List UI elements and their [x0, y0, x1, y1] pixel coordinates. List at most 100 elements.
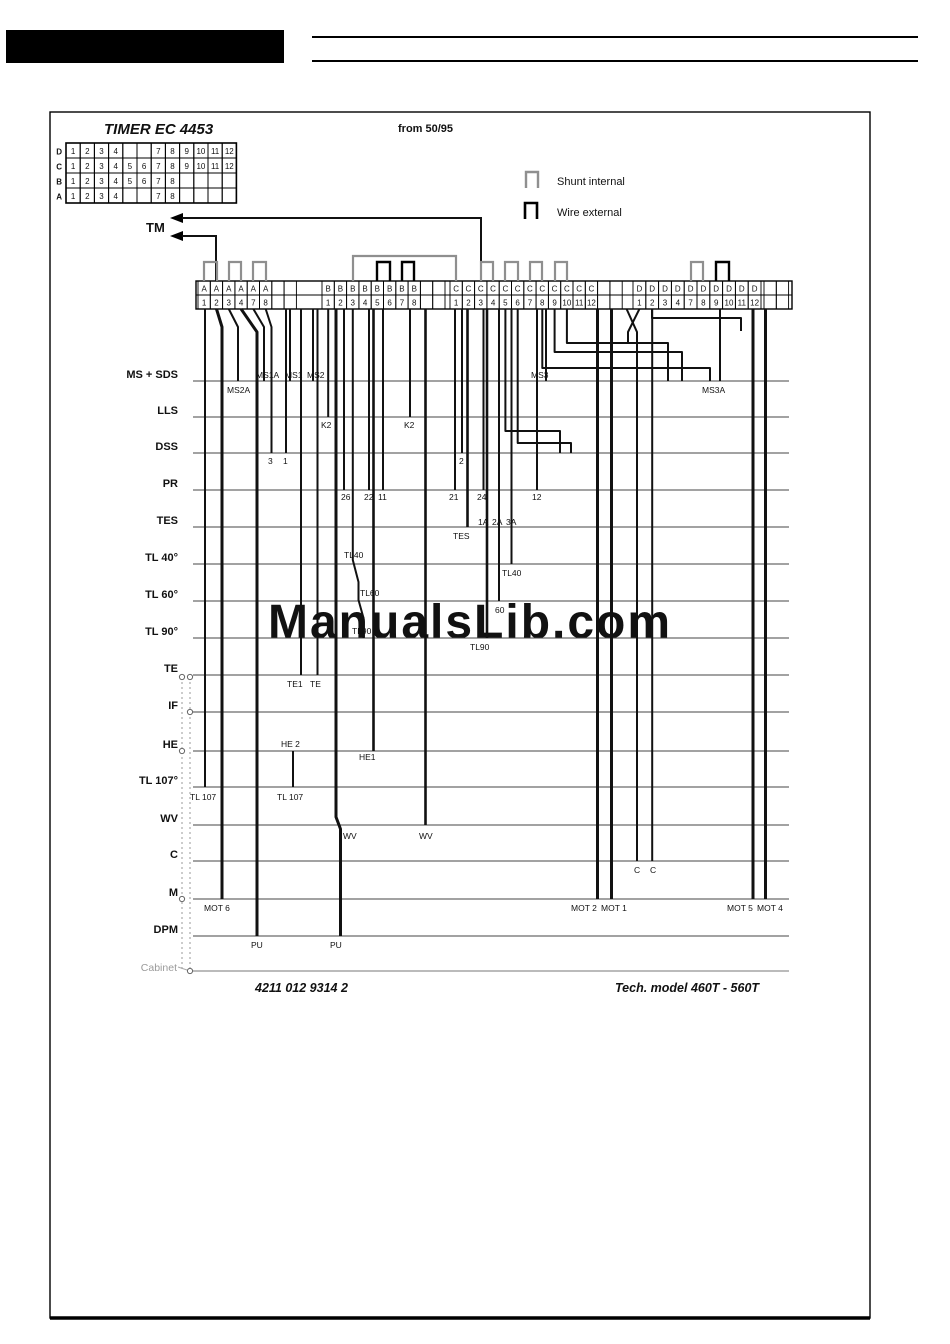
wire-label: 1 [283, 456, 288, 466]
tm-line-1 [182, 217, 482, 281]
wire-label: 26 [341, 492, 351, 502]
terminal-cell-letter: A [251, 285, 257, 294]
wire-label: WV [343, 831, 357, 841]
terminal-cell-number: 3 [663, 299, 668, 308]
pin-table-cell-value: 7 [156, 147, 161, 156]
bus-label: LLS [157, 405, 178, 417]
wire-label: 12 [532, 492, 542, 502]
wire [334, 309, 342, 936]
terminal-cell-number: 3 [479, 299, 484, 308]
terminal-cell-letter: B [362, 285, 367, 294]
bus-label: TL 60° [145, 589, 178, 601]
wire-label: TL 107 [190, 792, 216, 802]
part-number: 4211 012 9314 2 [254, 981, 348, 995]
wire-label: MOT 2 [571, 903, 597, 913]
terminal-cell-number: 11 [575, 299, 584, 308]
terminal-cell-number: 9 [714, 299, 719, 308]
terminal-cell-number: 12 [587, 299, 596, 308]
terminal-cell-number: 1 [202, 299, 207, 308]
wire-label: TL90 [352, 626, 372, 636]
terminal-cell-letter: A [226, 285, 232, 294]
terminal-cell-letter: A [263, 285, 269, 294]
wire-label: MOT 1 [601, 903, 627, 913]
wire-label: TL40 [502, 568, 522, 578]
wire-label: MOT 5 [727, 903, 753, 913]
terminal-cell-letter: C [564, 285, 570, 294]
wire [227, 308, 239, 381]
shunt-internal-bridge [528, 260, 544, 281]
terminal-cell-number: 6 [387, 299, 392, 308]
terminal-cell-number: 7 [251, 299, 256, 308]
bus-label: M [169, 887, 178, 899]
pin-table-cell-value: 12 [225, 147, 234, 156]
pin-table-cell-value: 6 [142, 177, 147, 186]
terminal-cell-number: 3 [227, 299, 232, 308]
redaction-bar [6, 30, 284, 63]
tm-arrow-icon [170, 213, 183, 223]
terminal-cell-letter: C [589, 285, 595, 294]
pin-table-cell-value: 2 [85, 147, 90, 156]
pin-table-cell [207, 187, 223, 204]
pin-table-cell [221, 172, 237, 189]
terminal-cell-number: 5 [375, 299, 380, 308]
terminal-cell-letter: B [375, 285, 380, 294]
bus-label: TES [157, 515, 178, 527]
terminal-cell-letter: B [338, 285, 343, 294]
terminal-strip: A1A2A3A4A7A8B1B2B3B4B5B6B7B8C1C2C3C4C5C6… [195, 280, 793, 310]
terminal-cell-letter: A [201, 285, 207, 294]
shunt-internal-bridge [553, 260, 569, 281]
wire [252, 308, 265, 381]
pin-table-cell-value: 9 [184, 147, 189, 156]
terminal-cell-letter: B [325, 285, 330, 294]
terminal-cell-letter: C [527, 285, 533, 294]
terminal-cell-letter: A [238, 285, 244, 294]
terminal-cell-number: 1 [637, 299, 642, 308]
legend-wire-label: Wire external [557, 207, 622, 219]
terminal-cell-letter: D [701, 285, 707, 294]
pin-table-cell-value: 10 [196, 147, 205, 156]
wire-label: MS1A [256, 370, 279, 380]
wire-label: 3 [268, 456, 273, 466]
terminal-cell-letter: D [739, 285, 745, 294]
tm-arrow-icon [170, 231, 183, 241]
pin-table-cell-value: 3 [99, 177, 104, 186]
wire-label: 11 [378, 492, 387, 502]
terminal-cell-number: 4 [676, 299, 681, 308]
terminal-cell-number: 8 [412, 299, 417, 308]
pin-table-cell-value: 8 [170, 192, 175, 201]
pin-table-cell-value: 11 [211, 147, 220, 156]
revision-label: from 50/95 [398, 123, 453, 135]
pin-table-cell [179, 187, 195, 204]
pin-table-cell [207, 172, 223, 189]
wire-label: MS2A [227, 385, 250, 395]
wire-label: 3A [506, 517, 517, 527]
terminal-cell-number: 9 [552, 299, 557, 308]
terminal-cell-letter: D [675, 285, 681, 294]
terminal-cell-number: 10 [725, 299, 734, 308]
terminal-cell-number: 2 [338, 299, 343, 308]
pin-table-cell-value: 9 [184, 162, 189, 171]
wire [239, 308, 259, 936]
wire-label: HE1 [359, 752, 376, 762]
bus-label: MS + SDS [126, 369, 178, 381]
wires [204, 308, 767, 936]
tm-label: TM [146, 220, 165, 235]
bus-label: DPM [154, 924, 178, 936]
terminal-cell-letter: C [515, 285, 521, 294]
wire-label: 60 [495, 605, 505, 615]
pin-table-cell-value: 10 [196, 162, 205, 171]
pin-table-cell-value: 3 [99, 162, 104, 171]
terminal-cell-letter: B [412, 285, 417, 294]
shunts [202, 254, 731, 281]
wire-label: 2 [459, 456, 464, 466]
wire-label: MS2 [307, 370, 325, 380]
wire [625, 308, 638, 861]
pin-table-cell [179, 172, 195, 189]
bus-lines: MS + SDS LLS DSS PR TES TL 40° TL 60° TL 90° TE I… [126, 369, 789, 937]
terminal-cell-letter: B [387, 285, 392, 294]
shunt-internal-bridge [227, 260, 243, 281]
terminal-cell-number: 1 [326, 299, 331, 308]
pin-table-cell-value: 4 [113, 192, 118, 201]
shunt-internal-bridge [689, 260, 705, 281]
wire-external-bridge [400, 260, 416, 281]
